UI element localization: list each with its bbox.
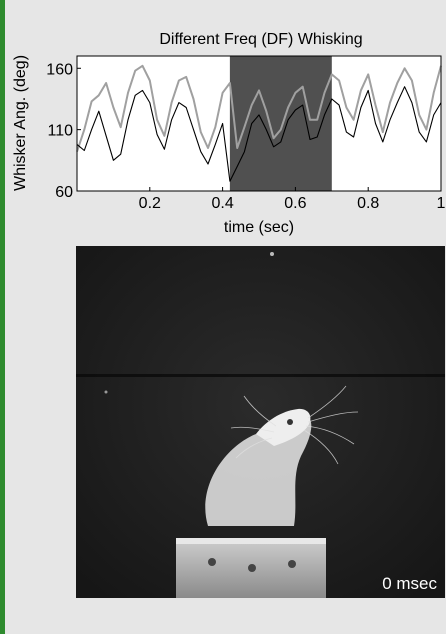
window-left-border — [0, 0, 5, 634]
series-line-1 — [76, 64, 442, 153]
x-tick-label: 0.2 — [139, 195, 161, 212]
y-tick-label: 110 — [47, 123, 73, 140]
x-tick-label: 0.8 — [357, 195, 379, 212]
highlight-band — [229, 56, 332, 191]
x-axis-label: time (sec) — [224, 219, 294, 236]
chart-title: Different Freq (DF) Whisking — [159, 31, 362, 48]
video-frame: 0 msec — [76, 246, 445, 598]
figure-panel: Different Freq (DF) Whisking 0.2 0.4 0.6 0.… — [5, 0, 446, 634]
whisker-angle-chart: Different Freq (DF) Whisking 0.2 0.4 0.6 0.… — [12, 31, 446, 236]
rat-video-image — [76, 246, 445, 598]
y-axis-label: Whisker Ang. (deg) — [12, 55, 29, 191]
x-tick-label: 0.4 — [211, 195, 233, 212]
y-tick-label: 60 — [55, 184, 73, 201]
video-timestamp: 0 msec — [382, 574, 437, 593]
x-tick-label: 1 — [437, 195, 446, 212]
series-line-2 — [76, 86, 442, 182]
y-tick-label: 160 — [46, 61, 73, 78]
x-tick-label: 0.6 — [284, 195, 306, 212]
plot-frame — [76, 55, 442, 192]
